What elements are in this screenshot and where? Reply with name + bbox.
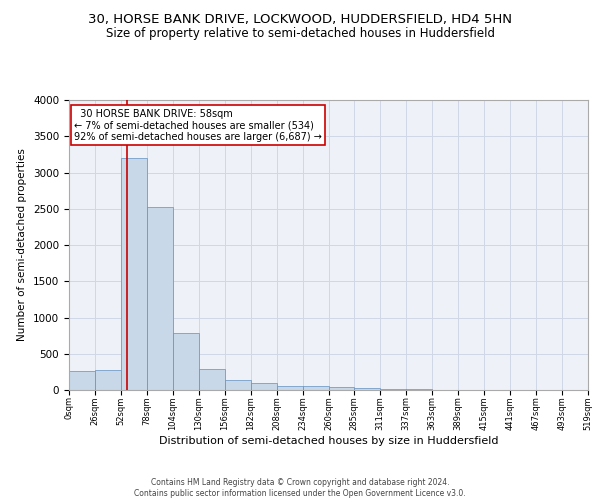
Bar: [225, 380, 251, 390]
Bar: [69, 371, 95, 390]
Text: 30, HORSE BANK DRIVE, LOCKWOOD, HUDDERSFIELD, HD4 5HN: 30, HORSE BANK DRIVE, LOCKWOOD, HUDDERSF…: [88, 12, 512, 26]
Text: 30 HORSE BANK DRIVE: 58sqm
← 7% of semi-detached houses are smaller (534)
92% of: 30 HORSE BANK DRIVE: 58sqm ← 7% of semi-…: [74, 108, 322, 142]
Y-axis label: Number of semi-detached properties: Number of semi-detached properties: [17, 148, 28, 342]
Bar: [251, 384, 277, 390]
Bar: [173, 334, 199, 390]
Bar: [303, 386, 329, 390]
Text: Contains HM Land Registry data © Crown copyright and database right 2024.
Contai: Contains HM Land Registry data © Crown c…: [134, 478, 466, 498]
Bar: [121, 158, 147, 390]
Bar: [147, 208, 173, 390]
Bar: [199, 369, 225, 390]
Bar: [95, 370, 121, 390]
Bar: [380, 388, 406, 390]
Bar: [329, 387, 354, 390]
Bar: [277, 386, 303, 390]
Bar: [354, 388, 380, 390]
X-axis label: Distribution of semi-detached houses by size in Huddersfield: Distribution of semi-detached houses by …: [159, 436, 498, 446]
Text: Size of property relative to semi-detached houses in Huddersfield: Size of property relative to semi-detach…: [106, 28, 494, 40]
